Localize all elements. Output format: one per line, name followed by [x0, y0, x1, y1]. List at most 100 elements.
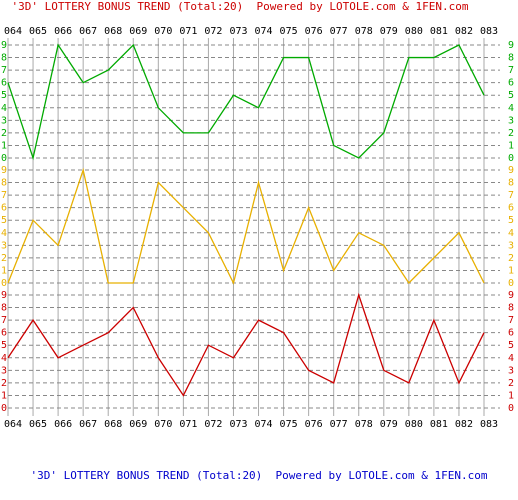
x-tick-label: 076	[305, 419, 323, 430]
y-tick-label: 6	[1, 328, 7, 339]
y-tick-label: 1	[508, 140, 514, 151]
y-tick-label: 5	[1, 340, 7, 351]
y-tick-label: 5	[1, 90, 7, 101]
y-tick-label: 0	[508, 153, 514, 164]
y-tick-label: 7	[508, 65, 514, 76]
y-tick-label: 5	[508, 215, 514, 226]
y-tick-label: 2	[508, 378, 514, 389]
x-tick-label: 081	[430, 26, 448, 37]
y-tick-label: 8	[1, 53, 7, 64]
y-tick-label: 8	[1, 178, 7, 189]
y-tick-label: 0	[1, 153, 7, 164]
y-tick-label: 8	[1, 303, 7, 314]
y-tick-label: 3	[1, 240, 7, 251]
y-tick-label: 4	[508, 353, 514, 364]
y-tick-label: 8	[508, 178, 514, 189]
y-tick-label: 9	[1, 290, 7, 301]
x-tick-label: 075	[280, 26, 298, 37]
x-tick-label: 077	[330, 419, 348, 430]
x-tick-label: 082	[455, 419, 473, 430]
x-tick-label: 080	[405, 26, 423, 37]
y-tick-label: 1	[508, 265, 514, 276]
x-tick-label: 083	[480, 419, 498, 430]
x-tick-label: 074	[254, 26, 272, 37]
x-tick-label: 073	[229, 26, 247, 37]
x-tick-label: 074	[254, 419, 272, 430]
y-tick-label: 2	[1, 378, 7, 389]
y-tick-label: 1	[1, 140, 7, 151]
x-tick-label: 070	[154, 419, 172, 430]
x-tick-label: 069	[129, 26, 147, 37]
x-tick-label: 068	[104, 419, 122, 430]
y-tick-label: 1	[1, 390, 7, 401]
y-tick-label: 0	[508, 278, 514, 289]
x-tick-label: 083	[480, 26, 498, 37]
y-tick-label: 2	[1, 128, 7, 139]
y-tick-label: 4	[508, 103, 514, 114]
x-tick-label: 078	[355, 26, 373, 37]
x-tick-label: 075	[280, 419, 298, 430]
y-tick-label: 9	[508, 290, 514, 301]
x-tick-label: 082	[455, 26, 473, 37]
x-tick-label: 070	[154, 26, 172, 37]
y-tick-label: 4	[1, 103, 7, 114]
x-tick-label: 064	[4, 419, 22, 430]
y-tick-label: 4	[1, 353, 7, 364]
x-tick-label: 077	[330, 26, 348, 37]
x-tick-label: 072	[204, 26, 222, 37]
y-tick-label: 5	[508, 90, 514, 101]
y-tick-label: 2	[508, 128, 514, 139]
y-tick-label: 6	[1, 78, 7, 89]
x-tick-label: 071	[179, 26, 197, 37]
y-tick-label: 3	[508, 365, 514, 376]
chart-footer: '3D' LOTTERY BONUS TREND (Total:20) Powe…	[31, 469, 488, 482]
y-tick-label: 9	[508, 40, 514, 51]
y-tick-label: 3	[1, 365, 7, 376]
y-tick-label: 5	[1, 215, 7, 226]
y-tick-label: 3	[508, 240, 514, 251]
x-tick-label: 076	[305, 26, 323, 37]
y-tick-label: 0	[1, 278, 7, 289]
x-tick-label: 079	[380, 419, 398, 430]
y-tick-label: 6	[508, 78, 514, 89]
y-tick-label: 1	[1, 265, 7, 276]
y-tick-label: 6	[1, 203, 7, 214]
x-tick-label: 081	[430, 419, 448, 430]
y-tick-label: 9	[1, 165, 7, 176]
x-tick-label: 072	[204, 419, 222, 430]
y-tick-label: 7	[1, 315, 7, 326]
x-tick-label: 078	[355, 419, 373, 430]
y-tick-label: 4	[1, 228, 7, 239]
y-tick-label: 7	[508, 315, 514, 326]
y-tick-label: 9	[1, 40, 7, 51]
x-tick-label: 067	[79, 26, 97, 37]
x-tick-label: 067	[79, 419, 97, 430]
x-tick-label: 079	[380, 26, 398, 37]
trend-line	[7, 43, 485, 161]
x-tick-label: 069	[129, 419, 147, 430]
y-tick-label: 7	[1, 65, 7, 76]
trend-line	[7, 292, 485, 397]
y-tick-label: 7	[1, 190, 7, 201]
y-tick-label: 4	[508, 228, 514, 239]
y-tick-label: 2	[1, 253, 7, 264]
y-tick-label: 0	[1, 403, 7, 414]
x-tick-label: 064	[4, 26, 22, 37]
y-tick-label: 3	[508, 115, 514, 126]
x-tick-label: 071	[179, 419, 197, 430]
trend-line	[7, 167, 485, 285]
x-tick-label: 068	[104, 26, 122, 37]
chart-title: '3D' LOTTERY BONUS TREND (Total:20) Powe…	[12, 0, 469, 13]
y-tick-label: 8	[508, 303, 514, 314]
x-tick-label: 065	[29, 419, 47, 430]
x-tick-label: 065	[29, 26, 47, 37]
x-tick-label: 080	[405, 419, 423, 430]
x-tick-label: 066	[54, 26, 72, 37]
y-tick-label: 5	[508, 340, 514, 351]
y-tick-label: 1	[508, 390, 514, 401]
y-tick-label: 3	[1, 115, 7, 126]
y-tick-label: 9	[508, 165, 514, 176]
y-tick-label: 6	[508, 328, 514, 339]
y-tick-label: 6	[508, 203, 514, 214]
